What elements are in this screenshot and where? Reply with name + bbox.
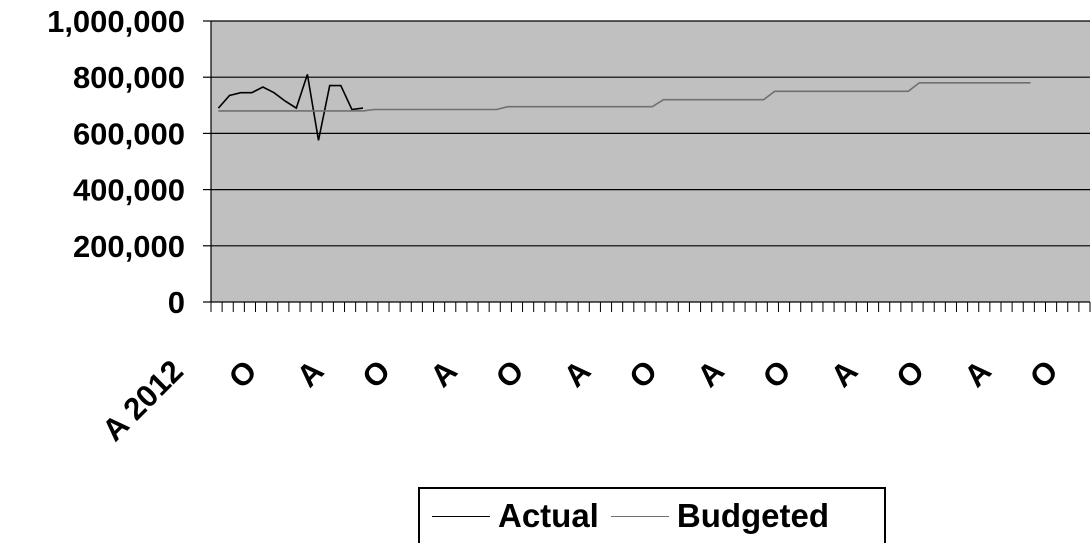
y-tick-label: 800,000 — [73, 60, 185, 95]
x-tick-label: A 2012 — [95, 353, 190, 448]
y-tick-label: 400,000 — [73, 173, 185, 208]
legend-item-actual: Actual — [432, 497, 599, 535]
y-tick-label: 600,000 — [73, 116, 185, 151]
line-chart: 0 200,000 400,000 600,000 800,000 1,000,000 A… — [47, 4, 1091, 448]
series-line-budgeted — [218, 82, 1031, 112]
y-axis-ticks: 0 200,000 400,000 600,000 800,000 1,000,000 — [47, 4, 211, 320]
legend: Actual Budgeted — [418, 487, 886, 543]
legend-item-budgeted: Budgeted — [610, 497, 830, 535]
legend-label-actual: Actual — [498, 497, 599, 534]
x-tick-label: A — [290, 353, 331, 394]
x-tick-label: A — [423, 353, 464, 394]
legend-swatch-actual — [432, 515, 490, 517]
x-tick-label: O — [489, 353, 531, 395]
x-tick-label: A — [824, 353, 865, 394]
x-tick-label: O — [1023, 353, 1065, 395]
x-tick-label: O — [756, 353, 798, 395]
x-axis-tick-labels: A 2012 O A O A O A O A O A O A O — [95, 353, 1064, 448]
x-tick-label: O — [889, 353, 931, 395]
x-tick-label: A — [957, 353, 998, 394]
plot-area — [211, 21, 1090, 302]
series-line-actual — [217, 74, 364, 141]
x-tick-label: O — [622, 353, 664, 395]
y-tick-label: 1,000,000 — [47, 4, 185, 39]
x-axis — [210, 21, 1091, 312]
x-tick-label: O — [222, 353, 264, 395]
gridlines — [211, 20, 1090, 303]
legend-swatch-budgeted — [610, 515, 669, 517]
y-tick-label: 0 — [168, 285, 185, 320]
x-tick-label: A — [690, 353, 731, 394]
x-tick-label: O — [355, 353, 397, 395]
y-tick-label: 200,000 — [73, 229, 185, 264]
series-lines — [217, 74, 1031, 141]
x-tick-label: A — [557, 353, 598, 394]
legend-label-budgeted: Budgeted — [676, 497, 830, 534]
